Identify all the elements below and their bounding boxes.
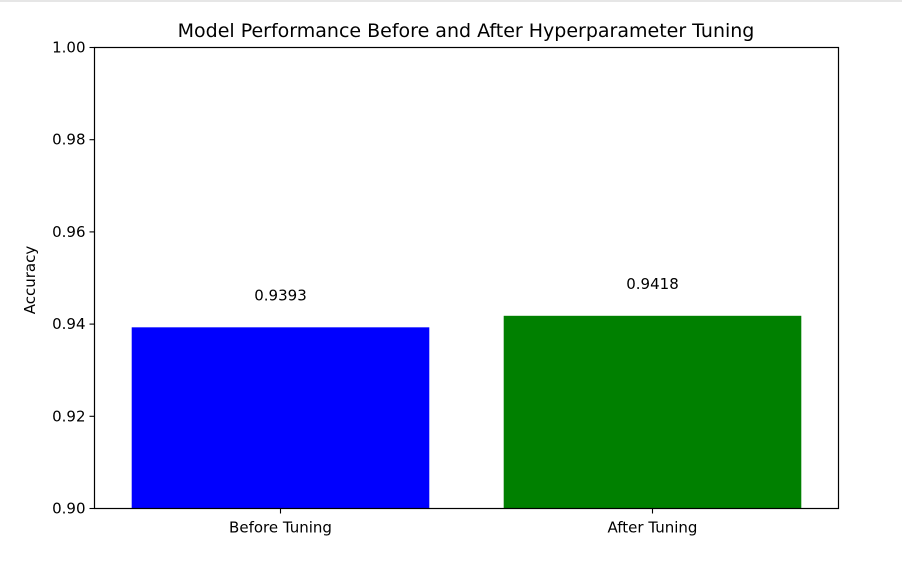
bar-value-label: 0.9393 [254,286,307,304]
y-axis-ticks: 0.90 0.92 0.94 0.96 0.98 1.00 [52,39,95,518]
x-axis-ticks: Before Tuning After Tuning [229,508,698,537]
x-tick-label: Before Tuning [229,519,332,537]
chart-title: Model Performance Before and After Hyper… [178,20,755,42]
y-tick-label: 0.92 [52,407,85,425]
bar-value-label: 0.9418 [626,275,679,293]
y-tick-label: 0.90 [52,500,85,518]
y-tick-label: 0.94 [52,315,85,333]
top-divider [0,0,902,2]
bar-after-tuning [503,315,802,509]
y-tick-label: 0.98 [52,131,85,149]
plot-frame [93,46,840,510]
y-tick-label: 0.96 [52,223,85,241]
bars-layer [131,315,802,509]
value-labels-layer: 0.9393 0.9418 [254,275,679,305]
x-tick-label: After Tuning [608,519,698,537]
y-tick-label: 1.00 [52,39,85,57]
bar-before-tuning [131,327,430,509]
y-axis-label: Accuracy [21,246,39,315]
